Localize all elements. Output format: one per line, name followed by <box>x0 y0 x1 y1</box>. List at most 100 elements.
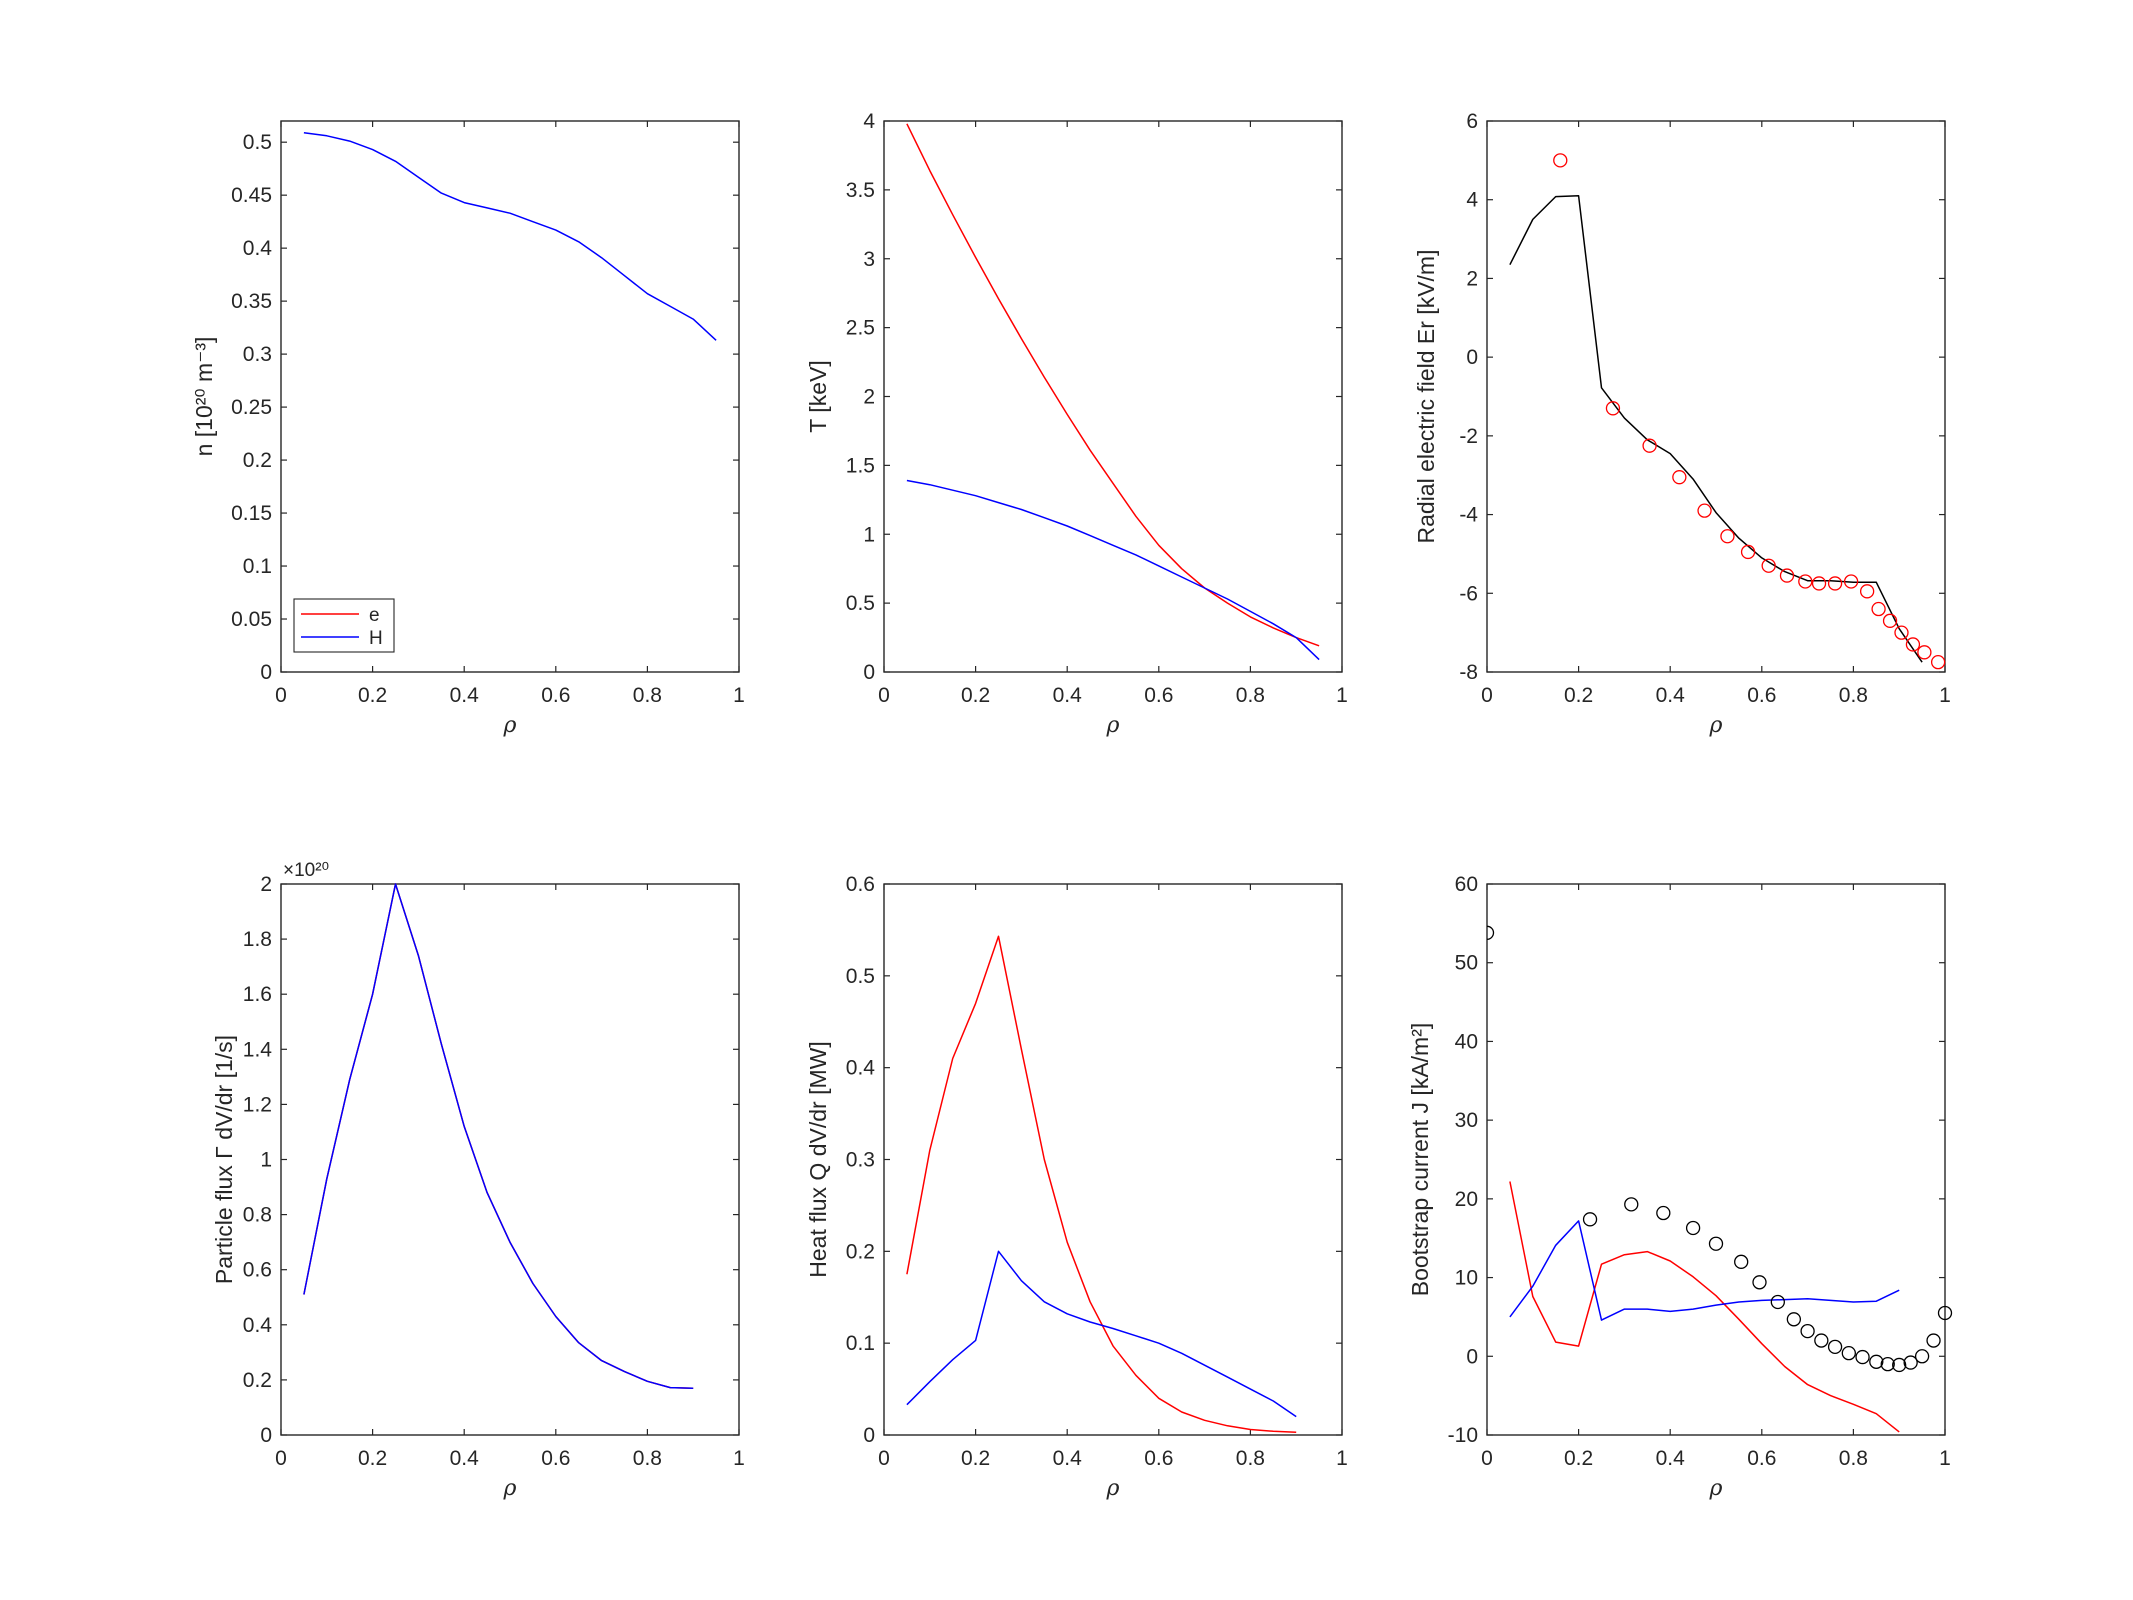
x-tick-label: 1 <box>1336 1447 1348 1470</box>
x-tick-label: 0.6 <box>1144 684 1173 707</box>
data-point-reference <box>1685 1220 1701 1236</box>
plot-area <box>883 120 1343 673</box>
data-point-reference <box>1752 1275 1767 1290</box>
y-tick-label: 50 <box>1455 952 1478 975</box>
data-point-measurement <box>1779 568 1795 583</box>
x-axis-label: ρ <box>1709 1476 1723 1501</box>
x-tick-label: 1 <box>1939 1447 1951 1470</box>
y-tick-label: 0.45 <box>231 184 272 207</box>
x-axis-label: ρ <box>1106 713 1120 738</box>
data-point-measurement <box>1740 544 1756 560</box>
y-tick-label: 0.3 <box>243 343 272 366</box>
y-tick-label: 0.2 <box>243 1369 272 1392</box>
y-tick-label: -6 <box>1459 582 1478 605</box>
y-axis-label: Particle flux Γ dV/dr [1/s] <box>211 1035 237 1284</box>
x-axis-label: ρ <box>503 1476 517 1501</box>
data-point-reference <box>1903 1355 1918 1370</box>
y-tick-label: 3 <box>863 248 875 271</box>
plot-area <box>1486 120 1946 673</box>
y-tick-label: 1 <box>260 1149 272 1172</box>
y-tick-label: 4 <box>863 110 875 133</box>
y-tick-label: 6 <box>1466 110 1478 133</box>
y-tick-label: 30 <box>1455 1109 1478 1132</box>
series-group <box>906 935 1297 1433</box>
data-point-reference <box>1892 1357 1907 1373</box>
legend-box <box>293 598 395 653</box>
x-tick-label: 0.2 <box>358 684 387 707</box>
y-tick-label: 1 <box>863 523 875 546</box>
data-point-reference <box>1656 1205 1671 1221</box>
x-tick-label: 0.4 <box>450 1447 480 1470</box>
y-tick-label: 0.3 <box>846 1149 875 1172</box>
y-tick-label: 0.4 <box>243 1314 273 1337</box>
x-tick-label: 0 <box>275 684 287 707</box>
y-tick-label: 4 <box>1466 189 1478 212</box>
x-tick-label: 0.4 <box>450 684 480 707</box>
series-group <box>1487 925 1953 1433</box>
y-tick-label: 0.2 <box>243 449 272 472</box>
series-line-e <box>906 935 1297 1433</box>
chart-temperature: 0 0.2 0.4 0.6 0.8 1 0 0.5 1 1.5 2 2.5 3 3.5 4 ρ T [keV] <box>805 110 1348 738</box>
x-tick-label: 0 <box>1481 684 1493 707</box>
plot-area <box>1486 883 1946 1436</box>
series-group <box>1509 153 1946 670</box>
data-point-reference <box>1624 1197 1639 1212</box>
plot-area <box>883 883 1343 1436</box>
x-tick-label: 0.2 <box>961 1447 990 1470</box>
y-tick-label: 0.05 <box>231 608 272 631</box>
legend: eH <box>293 598 395 653</box>
y-tick-label: 1.8 <box>243 928 272 951</box>
x-tick-label: 1 <box>733 1447 745 1470</box>
data-point-reference <box>1869 1354 1884 1369</box>
data-point-measurement <box>1894 625 1909 640</box>
x-tick-label: 0.8 <box>1236 1447 1265 1470</box>
series-line-e <box>906 123 1320 647</box>
x-tick-label: 0.8 <box>1839 1447 1868 1470</box>
data-point-reference <box>1855 1349 1870 1365</box>
y-tick-label: 0.6 <box>846 873 875 896</box>
y-tick-label: -8 <box>1459 661 1478 684</box>
data-point-reference <box>1708 1236 1724 1251</box>
x-tick-label: 1 <box>1939 684 1951 707</box>
data-point-reference <box>1770 1294 1785 1310</box>
y-tick-label: 0.4 <box>846 1057 876 1080</box>
y-tick-label: 1.5 <box>846 454 875 477</box>
y-tick-label: 0.15 <box>231 502 272 525</box>
y-tick-label: 0 <box>1466 1345 1478 1368</box>
series-line-H <box>906 1250 1297 1418</box>
y-tick-label: 0.8 <box>243 1204 272 1227</box>
y-tick-label: -4 <box>1459 504 1478 527</box>
x-tick-label: 0.6 <box>541 684 570 707</box>
y-tick-label: 60 <box>1455 873 1478 896</box>
data-point-reference <box>1800 1323 1815 1339</box>
data-point-measurement <box>1798 574 1813 589</box>
data-point-measurement <box>1827 576 1843 591</box>
y-tick-label: 0 <box>260 1424 272 1447</box>
y-tick-label: 10 <box>1455 1267 1478 1290</box>
series-line-H <box>1509 1220 1900 1321</box>
data-point-reference <box>1827 1339 1843 1354</box>
chart-particle_flux: 0 0.2 0.4 0.6 0.8 1 0 0.2 0.4 0.6 0.8 1 1.2 1.4 1.6 1.8… <box>211 860 745 1501</box>
data-point-measurement <box>1642 438 1657 453</box>
y-tick-label: 1.6 <box>243 983 272 1006</box>
data-point-reference <box>1582 1212 1598 1227</box>
x-axis-label: ρ <box>503 713 517 738</box>
y-tick-label: 3.5 <box>846 179 875 202</box>
data-point-measurement <box>1672 470 1687 485</box>
y-tick-label: -2 <box>1459 425 1478 448</box>
x-tick-label: 1 <box>1336 684 1348 707</box>
x-tick-label: 0.6 <box>1144 1447 1173 1470</box>
axis-exponent: ×10²⁰ <box>283 860 329 881</box>
y-tick-label: 0.5 <box>846 965 875 988</box>
y-tick-label: 0.5 <box>846 592 875 615</box>
x-tick-label: 0 <box>878 684 890 707</box>
x-tick-label: 0.6 <box>541 1447 570 1470</box>
series-line-H <box>906 479 1320 661</box>
y-tick-label: 0.35 <box>231 290 272 313</box>
series-line-H <box>303 131 717 341</box>
x-tick-label: 0 <box>275 1447 287 1470</box>
series-line-simulation <box>1509 195 1923 663</box>
y-axis-label: Radial electric field Er [kV/m] <box>1413 250 1439 544</box>
plot-area <box>280 120 740 673</box>
y-tick-label: 0 <box>863 661 875 684</box>
